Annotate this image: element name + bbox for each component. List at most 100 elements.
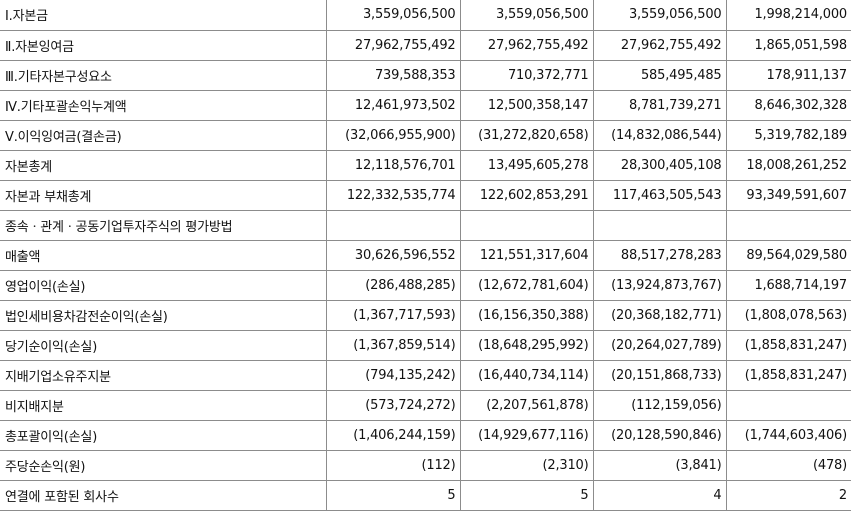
value-cell-col2: (12,672,781,604) xyxy=(459,269,594,301)
value-cell-col4: 18,008,261,252 xyxy=(725,149,851,181)
value-cell-col3: 585,495,485 xyxy=(592,59,727,91)
value-cell-col3: (112,159,056) xyxy=(592,389,727,421)
value-cell-col4: (1,744,603,406) xyxy=(725,419,851,451)
value-cell-col3: 4 xyxy=(592,479,727,511)
table-row: Ⅳ.기타포괄손익누계액 12,461,973,502 12,500,358,14… xyxy=(0,89,851,121)
row-label: 지배기업소유주지분 xyxy=(0,359,327,391)
table-row: 법인세비용차감전순이익(손실) (1,367,717,593) (16,156,… xyxy=(0,299,851,331)
row-label: Ⅰ.자본금 xyxy=(0,0,327,31)
value-cell-col3: 8,781,739,271 xyxy=(592,89,727,121)
value-cell-col1: 122,332,535,774 xyxy=(325,179,461,211)
value-cell-col4: 2 xyxy=(725,479,851,511)
table-row: Ⅴ.이익잉여금(결손금) (32,066,955,900) (31,272,82… xyxy=(0,119,851,151)
row-label: 연결에 포함된 회사수 xyxy=(0,479,327,511)
value-cell-col1: (1,406,244,159) xyxy=(325,419,461,451)
value-cell-col3: 27,962,755,492 xyxy=(592,29,727,61)
row-label: 비지배지분 xyxy=(0,389,327,421)
row-label: Ⅴ.이익잉여금(결손금) xyxy=(0,119,327,151)
row-label: 종속ㆍ관계ㆍ공동기업투자주식의 평가방법 xyxy=(0,209,327,241)
table-row: 연결에 포함된 회사수 5 5 4 2 xyxy=(0,479,851,511)
value-cell-col3: (20,264,027,789) xyxy=(592,329,727,361)
value-cell-col2: (18,648,295,992) xyxy=(459,329,594,361)
row-label: Ⅱ.자본잉여금 xyxy=(0,29,327,61)
table-row: Ⅲ.기타자본구성요소 739,588,353 710,372,771 585,4… xyxy=(0,59,851,91)
table-row: Ⅰ.자본금 3,559,056,500 3,559,056,500 3,559,… xyxy=(0,0,851,31)
value-cell-col4: (1,858,831,247) xyxy=(725,329,851,361)
value-cell-col3: (20,368,182,771) xyxy=(592,299,727,331)
value-cell-col1 xyxy=(325,209,461,241)
value-cell-col1: 3,559,056,500 xyxy=(325,0,461,31)
row-label: 법인세비용차감전순이익(손실) xyxy=(0,299,327,331)
value-cell-col1: (1,367,859,514) xyxy=(325,329,461,361)
row-label: 자본과 부채총계 xyxy=(0,179,327,211)
value-cell-col4: (1,858,831,247) xyxy=(725,359,851,391)
table-row: Ⅱ.자본잉여금 27,962,755,492 27,962,755,492 27… xyxy=(0,29,851,61)
value-cell-col4: 93,349,591,607 xyxy=(725,179,851,211)
value-cell-col1: 30,626,596,552 xyxy=(325,239,461,271)
value-cell-col2: 27,962,755,492 xyxy=(459,29,594,61)
value-cell-col2: (16,156,350,388) xyxy=(459,299,594,331)
value-cell-col1: 739,588,353 xyxy=(325,59,461,91)
value-cell-col1: 5 xyxy=(325,479,461,511)
table-row: 총포괄이익(손실) (1,406,244,159) (14,929,677,11… xyxy=(0,419,851,451)
table-row: 당기순이익(손실) (1,367,859,514) (18,648,295,99… xyxy=(0,329,851,361)
row-label: 당기순이익(손실) xyxy=(0,329,327,361)
table-row: 자본과 부채총계 122,332,535,774 122,602,853,291… xyxy=(0,179,851,211)
value-cell-col4: 89,564,029,580 xyxy=(725,239,851,271)
value-cell-col1: (112) xyxy=(325,449,461,481)
value-cell-col3: (20,128,590,846) xyxy=(592,419,727,451)
value-cell-col2: 122,602,853,291 xyxy=(459,179,594,211)
value-cell-col2: 3,559,056,500 xyxy=(459,0,594,31)
table-row: 주당순손익(원) (112) (2,310) (3,841) (478) xyxy=(0,449,851,481)
value-cell-col3: (14,832,086,544) xyxy=(592,119,727,151)
value-cell-col1: (794,135,242) xyxy=(325,359,461,391)
value-cell-col2: 13,495,605,278 xyxy=(459,149,594,181)
value-cell-col4: 1,865,051,598 xyxy=(725,29,851,61)
value-cell-col3: 3,559,056,500 xyxy=(592,0,727,31)
value-cell-col2: (2,207,561,878) xyxy=(459,389,594,421)
value-cell-col1: 12,118,576,701 xyxy=(325,149,461,181)
row-label: 영업이익(손실) xyxy=(0,269,327,301)
value-cell-col4 xyxy=(725,209,851,241)
value-cell-col2: 5 xyxy=(459,479,594,511)
value-cell-col2: (2,310) xyxy=(459,449,594,481)
value-cell-col3: 28,300,405,108 xyxy=(592,149,727,181)
value-cell-col3 xyxy=(592,209,727,241)
value-cell-col1: 27,962,755,492 xyxy=(325,29,461,61)
value-cell-col4: 1,998,214,000 xyxy=(725,0,851,31)
row-label: 총포괄이익(손실) xyxy=(0,419,327,451)
value-cell-col2: (14,929,677,116) xyxy=(459,419,594,451)
table-row: 매출액 30,626,596,552 121,551,317,604 88,51… xyxy=(0,239,851,271)
value-cell-col4: (478) xyxy=(725,449,851,481)
row-label: 매출액 xyxy=(0,239,327,271)
value-cell-col2: 710,372,771 xyxy=(459,59,594,91)
value-cell-col1: (32,066,955,900) xyxy=(325,119,461,151)
value-cell-col3: (20,151,868,733) xyxy=(592,359,727,391)
value-cell-col3: (3,841) xyxy=(592,449,727,481)
value-cell-col2: 121,551,317,604 xyxy=(459,239,594,271)
value-cell-col4: 5,319,782,189 xyxy=(725,119,851,151)
value-cell-col3: 117,463,505,543 xyxy=(592,179,727,211)
row-label: Ⅲ.기타자본구성요소 xyxy=(0,59,327,91)
value-cell-col4: (1,808,078,563) xyxy=(725,299,851,331)
value-cell-col2 xyxy=(459,209,594,241)
value-cell-col2: (31,272,820,658) xyxy=(459,119,594,151)
value-cell-col4: 178,911,137 xyxy=(725,59,851,91)
table-row: 지배기업소유주지분 (794,135,242) (16,440,734,114)… xyxy=(0,359,851,391)
value-cell-col1: 12,461,973,502 xyxy=(325,89,461,121)
value-cell-col2: 12,500,358,147 xyxy=(459,89,594,121)
value-cell-col2: (16,440,734,114) xyxy=(459,359,594,391)
value-cell-col4 xyxy=(725,389,851,421)
value-cell-col1: (1,367,717,593) xyxy=(325,299,461,331)
row-label: Ⅳ.기타포괄손익누계액 xyxy=(0,89,327,121)
value-cell-col4: 1,688,714,197 xyxy=(725,269,851,301)
row-label: 자본총계 xyxy=(0,149,327,181)
table-row: 영업이익(손실) (286,488,285) (12,672,781,604) … xyxy=(0,269,851,301)
row-label: 주당순손익(원) xyxy=(0,449,327,481)
table-row: 종속ㆍ관계ㆍ공동기업투자주식의 평가방법 xyxy=(0,209,851,241)
table-row: 자본총계 12,118,576,701 13,495,605,278 28,30… xyxy=(0,149,851,181)
value-cell-col3: 88,517,278,283 xyxy=(592,239,727,271)
value-cell-col4: 8,646,302,328 xyxy=(725,89,851,121)
value-cell-col1: (286,488,285) xyxy=(325,269,461,301)
